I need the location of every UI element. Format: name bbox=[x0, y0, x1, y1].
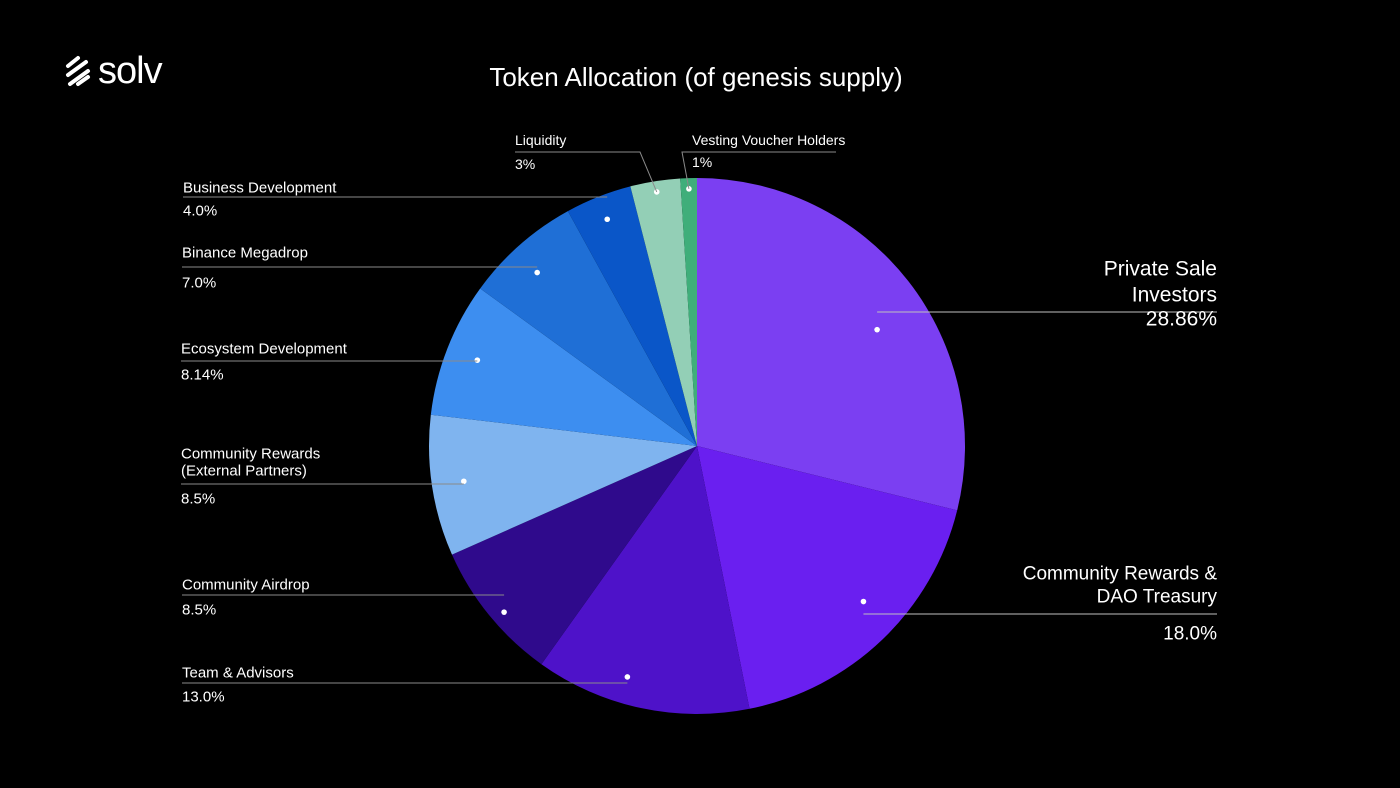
label-dot-7 bbox=[534, 269, 540, 276]
label-dot-3 bbox=[624, 674, 631, 680]
label-dot-4 bbox=[501, 609, 507, 615]
pie-slice-5 bbox=[429, 414, 697, 555]
slice-label-5-line-2: (External Partners) bbox=[181, 462, 307, 479]
slice-value-7: 7.0% bbox=[182, 274, 216, 291]
pie-slices bbox=[429, 178, 966, 714]
label-dot-6 bbox=[474, 357, 481, 363]
slice-label-7: Binance Megadrop bbox=[182, 244, 308, 261]
pie-slice-8 bbox=[567, 186, 697, 447]
slice-value-10: 1% bbox=[692, 154, 712, 170]
slice-value-3: 13.0% bbox=[182, 688, 225, 705]
chart-title: Token Allocation (of genesis supply) bbox=[0, 62, 1400, 93]
pie-slice-9 bbox=[630, 178, 697, 446]
slice-label-2-line-1: Community Rewards & bbox=[1023, 564, 1218, 585]
label-dot-2 bbox=[860, 598, 867, 605]
leader-line-10 bbox=[681, 151, 836, 189]
pie-slice-4 bbox=[451, 446, 697, 665]
brand-name: solv bbox=[98, 50, 163, 92]
slice-label-6: Ecosystem Development bbox=[181, 340, 348, 357]
slice-value-2: 18.0% bbox=[1163, 624, 1217, 645]
brand-logo: solv bbox=[64, 50, 163, 92]
slice-label-3: Team & Advisors bbox=[182, 664, 294, 681]
slice-label-5-line-1: Community Rewards bbox=[181, 445, 320, 462]
pie-slice-1 bbox=[697, 178, 966, 511]
slice-value-9: 3% bbox=[515, 156, 535, 172]
slice-value-8: 4.0% bbox=[183, 202, 217, 219]
slice-value-6: 8.14% bbox=[181, 366, 224, 383]
pie-slice-6 bbox=[430, 288, 697, 446]
label-dot-5 bbox=[461, 478, 467, 485]
leader-line-9 bbox=[515, 151, 658, 193]
slice-label-10: Vesting Voucher Holders bbox=[692, 132, 845, 148]
slice-value-4: 8.5% bbox=[182, 601, 216, 618]
label-dot-1 bbox=[874, 326, 880, 333]
slice-label-2-line-2: DAO Treasury bbox=[1097, 587, 1218, 608]
pie-slice-3 bbox=[541, 446, 750, 714]
slice-label-1-line-1: Private Sale bbox=[1104, 257, 1217, 280]
slice-label-4: Community Airdrop bbox=[182, 576, 310, 593]
slice-value-1: 28.86% bbox=[1146, 307, 1217, 330]
slice-label-1-line-2: Investors bbox=[1132, 283, 1217, 306]
pie-slice-10 bbox=[680, 178, 697, 446]
label-dot-8 bbox=[604, 216, 611, 223]
slice-value-5: 8.5% bbox=[181, 490, 215, 507]
chart-title-text: Token Allocation (of genesis supply) bbox=[489, 62, 903, 92]
pie-slice-7 bbox=[480, 211, 697, 446]
slice-label-9: Liquidity bbox=[515, 132, 566, 148]
pie-slice-2 bbox=[697, 446, 958, 709]
solv-logo-icon bbox=[66, 56, 90, 86]
slice-label-8: Business Development bbox=[183, 179, 337, 196]
